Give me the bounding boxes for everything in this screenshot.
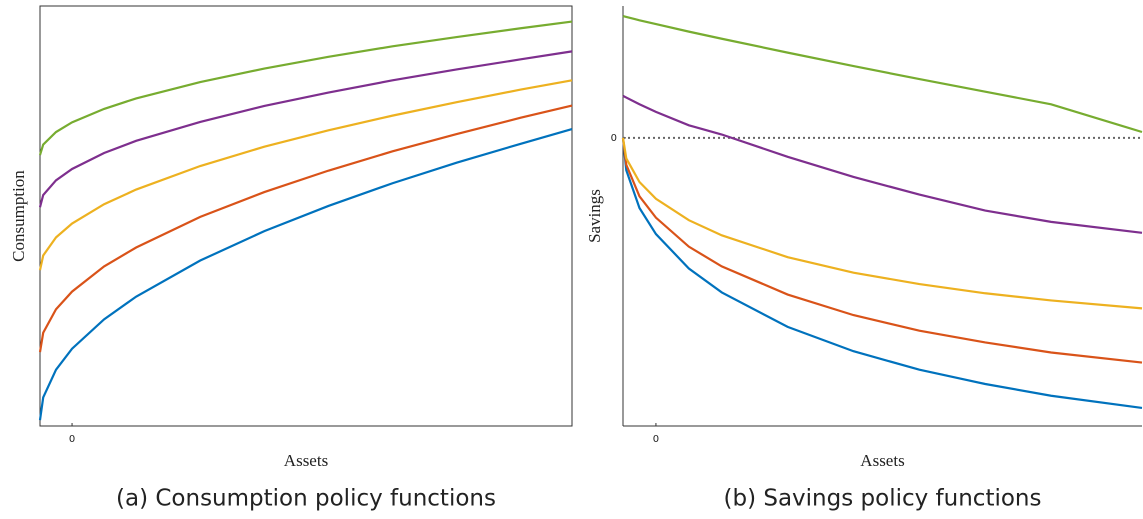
series-line	[621, 137, 1143, 364]
series-line	[38, 104, 573, 353]
y-tick-label: 0	[611, 133, 617, 144]
series-line	[622, 94, 1143, 234]
caption: (a) Consumption policy functions	[116, 486, 496, 512]
x-axis-label: Assets	[284, 451, 328, 470]
y-axis-label: Consumption	[9, 170, 28, 262]
series-line	[622, 15, 1143, 134]
x-tick-label: 0	[653, 434, 659, 445]
plot-frame	[39, 5, 573, 427]
series-line	[621, 137, 1143, 310]
series-line	[38, 50, 573, 208]
series-line	[621, 137, 1143, 410]
series-line	[38, 20, 573, 156]
series-line	[38, 128, 573, 421]
y-axis-label: Savings	[585, 189, 604, 243]
x-axis-label: Assets	[860, 451, 904, 470]
caption: (b) Savings policy functions	[724, 486, 1042, 512]
x-tick-label: 0	[69, 434, 75, 445]
series-line	[38, 79, 573, 271]
